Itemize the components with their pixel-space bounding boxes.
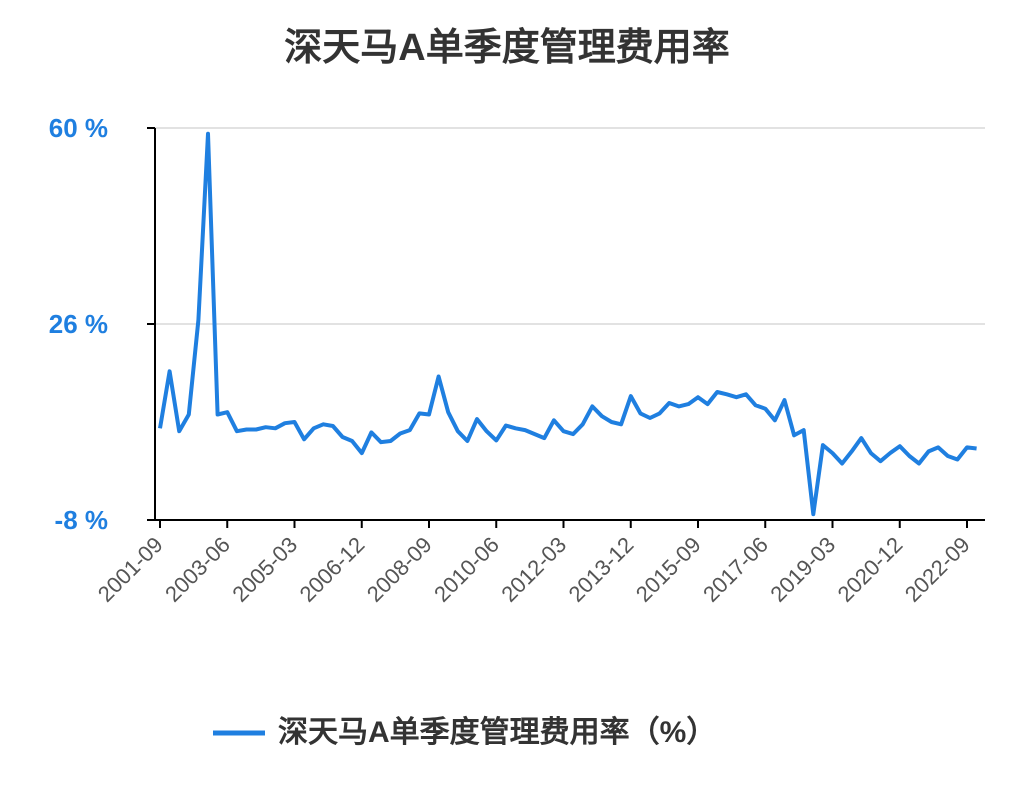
y-tick-label: 60 % <box>49 113 108 143</box>
data-line <box>158 131 977 517</box>
x-tick-label: 2012-03 <box>496 532 571 607</box>
y-tick-label: -8 % <box>55 505 108 535</box>
x-tick-label: 2013-12 <box>564 532 639 607</box>
x-tick-label: 2022-09 <box>900 532 975 607</box>
chart-title: 深天马A单季度管理费用率 <box>284 27 729 69</box>
x-tick-label: 2010-06 <box>429 532 504 607</box>
x-tick-label: 2005-03 <box>227 532 302 607</box>
legend-label: 深天马A单季度管理费用率（%） <box>278 715 716 749</box>
x-tick-label: 2001-09 <box>93 532 168 607</box>
x-tick-label: 2008-09 <box>362 532 437 607</box>
x-tick-label: 2017-06 <box>698 532 773 607</box>
x-tick-label: 2015-09 <box>631 532 706 607</box>
x-tick-label: 2003-06 <box>160 532 235 607</box>
y-tick-label: 26 % <box>49 309 108 339</box>
x-tick-label: 2020-12 <box>833 532 908 607</box>
x-tick-label: 2006-12 <box>295 532 370 607</box>
x-tick-label: 2019-03 <box>765 532 840 607</box>
